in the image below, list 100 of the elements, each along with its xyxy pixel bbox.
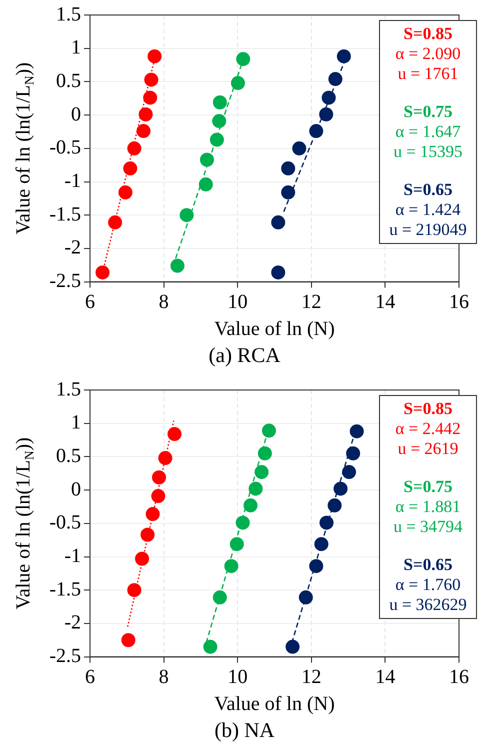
y-axis-title: Value of ln (ln(1/LN)) (12, 437, 36, 610)
point (200, 152, 214, 167)
point (286, 640, 300, 654)
annotation: α = 2.090 (394, 44, 462, 64)
y-tick-label: -2.5 (49, 270, 81, 292)
y-tick-label: -2 (64, 612, 81, 634)
point (151, 489, 166, 504)
point (258, 446, 272, 460)
point (334, 482, 348, 496)
y-tick-label: 0 (71, 103, 81, 126)
y-tick-label: 0 (71, 478, 81, 500)
annotation: u = 219049 (388, 220, 468, 240)
point (212, 95, 227, 110)
point (244, 498, 258, 512)
point (203, 640, 218, 654)
x-axis-title: Value of ln (N) (214, 693, 335, 716)
point (148, 49, 162, 64)
y-axis-title: Value of ln (ln(1/LN)) (12, 62, 36, 234)
point (342, 465, 356, 480)
point (309, 124, 324, 138)
point (248, 482, 263, 496)
point (212, 590, 227, 604)
point (230, 76, 245, 90)
point (118, 185, 132, 200)
point (146, 507, 160, 522)
point (314, 537, 328, 552)
point (271, 215, 286, 230)
point (224, 559, 238, 574)
point (322, 90, 336, 105)
point (346, 446, 360, 460)
point (298, 590, 313, 604)
x-axis-title: Value of ln (N) (214, 318, 335, 340)
point (121, 633, 136, 648)
x-tick-label: 6 (85, 666, 95, 688)
x-tick-label: 14 (375, 666, 396, 688)
y-tick-label: -1.5 (49, 578, 81, 600)
point (180, 208, 194, 222)
y-tick-label: 0.5 (56, 444, 81, 467)
x-tick-label: 8 (158, 291, 169, 314)
point (108, 215, 122, 230)
point (152, 470, 166, 484)
point (136, 124, 151, 138)
annotation: u = 1761 (396, 64, 460, 84)
point (320, 516, 334, 530)
point (236, 516, 250, 530)
x-tick-label: 16 (449, 291, 469, 314)
point (123, 161, 138, 176)
y-tick-label: 1 (71, 36, 81, 59)
annotation: u = 15395 (392, 142, 464, 162)
point (127, 583, 142, 598)
text: S=0.65 (402, 180, 454, 200)
point (198, 177, 213, 192)
x-tick-label: 10 (228, 291, 248, 314)
annotation: α = 1.647 (394, 122, 462, 142)
point (138, 107, 153, 122)
point (262, 424, 276, 438)
point (271, 265, 286, 280)
point (309, 559, 324, 574)
text: S=0.75 (402, 102, 454, 122)
point (336, 49, 351, 64)
point (319, 107, 334, 122)
text: S=0.65 (402, 555, 454, 575)
y-tick-label: 1 (71, 412, 81, 434)
point (170, 258, 184, 273)
point (144, 72, 158, 87)
x-tick-label: 14 (375, 291, 396, 314)
annotation: α = 2.442 (394, 419, 462, 439)
x-tick-label: 12 (301, 291, 322, 314)
y-tick-label: -0.5 (49, 512, 81, 534)
text: (a) RCA (208, 342, 282, 367)
point (254, 465, 269, 480)
point (212, 114, 226, 128)
y-tick-label: -0.5 (49, 136, 81, 159)
point (135, 552, 150, 566)
text: S=0.85 (402, 24, 454, 44)
point (328, 72, 342, 86)
x-tick-label: 16 (449, 666, 469, 688)
x-tick-label: 6 (85, 291, 95, 314)
point (350, 424, 364, 438)
y-tick-label: 1.5 (56, 3, 81, 26)
point (158, 451, 172, 466)
y-tick-label: -1 (64, 170, 81, 192)
y-tick-label: 0.5 (56, 70, 81, 92)
x-tick-label: 12 (301, 666, 322, 688)
y-tick-label: -1 (64, 545, 81, 567)
point (281, 185, 296, 200)
annotation: u = 362629 (388, 595, 468, 615)
point (127, 141, 142, 156)
y-tick-label: -1.5 (49, 203, 81, 226)
x-tick-label: 8 (158, 666, 169, 688)
point (236, 52, 250, 66)
y-tick-label: -2.5 (49, 645, 81, 668)
point (281, 161, 296, 176)
text: (b) NA (214, 718, 276, 742)
annotation: u = 34794 (392, 517, 464, 537)
point (96, 265, 110, 280)
annotation: u = 2619 (396, 439, 460, 459)
point (143, 90, 158, 105)
y-tick-label: 1.5 (56, 378, 81, 400)
point (168, 427, 182, 442)
